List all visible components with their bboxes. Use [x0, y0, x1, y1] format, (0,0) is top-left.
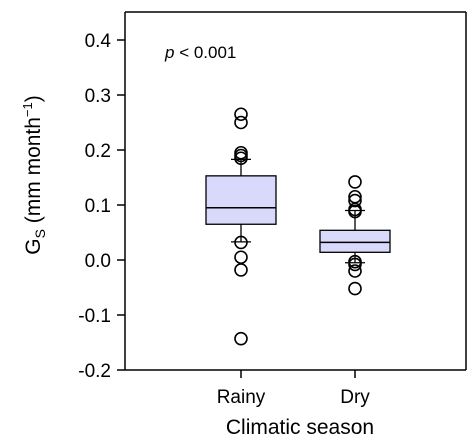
- y-tick-label: 0.2: [85, 141, 111, 162]
- p-value-text: < 0.001: [174, 43, 236, 62]
- y-axis-title-subscript: S: [32, 229, 48, 238]
- y-tick-label: -0.2: [78, 361, 111, 382]
- outlier-point: [234, 263, 248, 277]
- outlier-point: [234, 250, 248, 265]
- y-tick-label: 0.0: [85, 251, 111, 272]
- outlier-point: [348, 204, 362, 219]
- box-iqr: [319, 229, 391, 253]
- y-axis-title-base: G: [22, 238, 45, 254]
- outlier-point: [234, 115, 248, 130]
- p-value-italic: p: [164, 43, 174, 62]
- y-axis-title-superscript: −1: [20, 102, 35, 117]
- outlier-point: [348, 193, 362, 208]
- y-tick-label: 0.3: [85, 86, 111, 107]
- outlier-point: [234, 107, 248, 122]
- y-tick-label: -0.1: [78, 306, 111, 327]
- outlier-point: [348, 281, 362, 296]
- outlier-point: [348, 264, 362, 278]
- x-tick-label: Dry: [340, 387, 370, 408]
- y-tick-label: 0.1: [85, 196, 111, 217]
- y-axis-title-suffix: ): [22, 95, 45, 102]
- outlier-point: [348, 257, 362, 272]
- outlier-point: [348, 175, 362, 189]
- y-axis-title: GS (mm month−1): [20, 95, 48, 255]
- box-iqr: [205, 175, 277, 225]
- x-tick-label: Rainy: [217, 387, 266, 408]
- outlier-point: [234, 331, 248, 346]
- p-value-annotation: p < 0.001: [164, 43, 236, 62]
- y-axis-title-units: (mm month: [22, 117, 45, 229]
- y-tick-label: 0.4: [85, 31, 112, 52]
- outlier-point: [234, 151, 248, 166]
- plot-layer: -0.2 -0.1 0.0 0.1 0.2 0.3 0.4 Rainy Dry: [78, 11, 467, 408]
- outlier-point: [234, 235, 248, 250]
- x-axis-title: Climatic season: [226, 416, 374, 439]
